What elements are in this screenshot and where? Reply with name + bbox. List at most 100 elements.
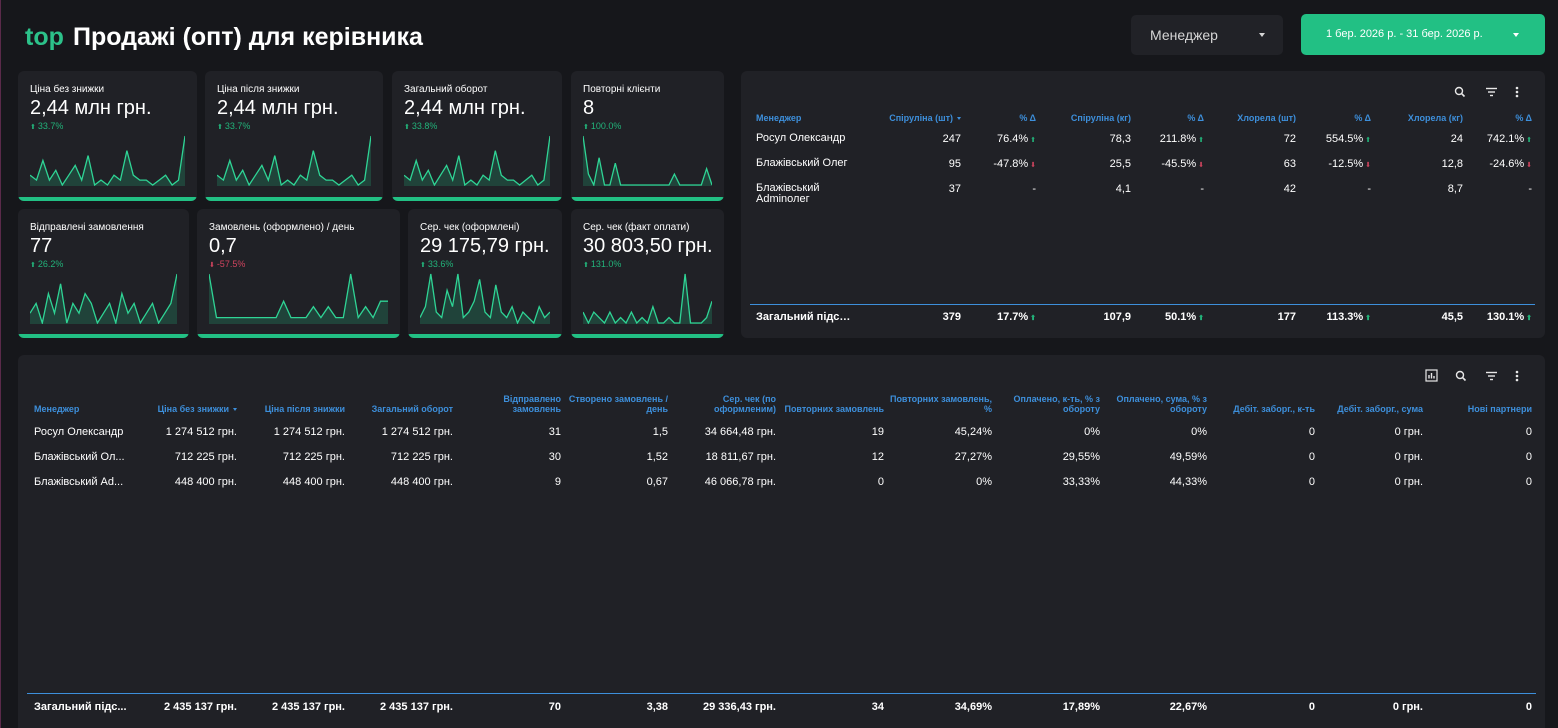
column-header[interactable]: % Δ xyxy=(1515,113,1532,123)
column-header[interactable]: Ціна після знижки xyxy=(264,404,345,414)
sparkline-line xyxy=(404,135,550,186)
kpi-sparkline xyxy=(583,273,712,324)
filter-icon[interactable] xyxy=(1484,370,1498,384)
kpi-card-avg-check-created[interactable]: Сер. чек (оформлені) 29 175,79 грн. ⬆ 33.6… xyxy=(408,209,562,338)
arrow-up-icon: ⬆ xyxy=(1524,137,1532,144)
value-cell: 0 xyxy=(1525,476,1532,488)
kpi-card-orders-per-day[interactable]: Замовлень (оформлено) / день 0,7 ⬇ -57.5% xyxy=(197,209,400,338)
column-header[interactable]: Повторних замовлень xyxy=(784,404,884,414)
value-cell: 24 xyxy=(1450,133,1463,145)
total-value: 0 грн. xyxy=(1392,701,1423,713)
filter-icon[interactable] xyxy=(1484,86,1498,100)
brand-logo: top xyxy=(25,23,64,51)
column-header[interactable]: Менеджер xyxy=(756,113,802,123)
delta-cell: - xyxy=(1463,172,1532,205)
value-cell: 44,33% xyxy=(1169,476,1207,488)
column-header[interactable]: Нові партнери xyxy=(1467,404,1532,414)
column-header[interactable]: Хлорела (кг) xyxy=(1407,113,1463,123)
arrow-up-icon: ⬆ xyxy=(404,124,412,131)
value-cell: 72 xyxy=(1283,133,1296,145)
kpi-accent-bar xyxy=(18,197,197,201)
column-header[interactable]: Оплачено, к-ть, % з обороту xyxy=(1013,394,1100,414)
delta-value: - xyxy=(1200,183,1204,195)
sparkline-line xyxy=(583,273,712,324)
value-cell: 0% xyxy=(1191,426,1207,438)
column-header[interactable]: Хлорела (шт) xyxy=(1237,113,1296,123)
column-header[interactable]: Спіруліна (шт) xyxy=(851,109,961,123)
kpi-title: Сер. чек (оформлені) xyxy=(420,222,520,233)
zoom-icon[interactable] xyxy=(1454,370,1468,384)
table-row[interactable]: Блажівський Adminолег 37 - 4,1 - 42 - 8,7 - xyxy=(756,172,1532,205)
delta-value: 17.7% xyxy=(996,311,1029,323)
column-header[interactable]: % Δ xyxy=(1187,113,1204,123)
column-header[interactable]: Відправлено замовлень xyxy=(503,394,561,414)
value-cell: 1 274 512 грн. xyxy=(273,426,345,438)
column-header[interactable]: Дебіт. заборг., к-ть xyxy=(1233,404,1315,414)
date-range-picker[interactable]: 1 бер. 2026 р. - 31 бер. 2026 р. xyxy=(1301,14,1545,55)
more-vert-icon[interactable] xyxy=(1510,86,1524,100)
manager-select[interactable]: Менеджер xyxy=(1131,15,1283,55)
kpi-value: 8 xyxy=(583,97,595,119)
kpi-card-total-turnover[interactable]: Загальний оборот 2,44 млн грн. ⬆ 33.8% xyxy=(392,71,562,201)
table-row[interactable]: Росул Олександр 247 76.4% ⬆ 78,3 211.8% ⬆ 72 5… xyxy=(756,123,1532,147)
zoom-icon[interactable] xyxy=(1453,86,1467,100)
sparkline-area xyxy=(404,136,550,186)
kpi-card-repeat-clients[interactable]: Повторні клієнти 8 ⬆ 100.0% xyxy=(571,71,724,201)
table-row[interactable]: Блажівський Олег 95 -47.8% ⬇ 25,5 -45.5% ⬇ 63… xyxy=(756,147,1532,172)
arrow-down-icon: ⬇ xyxy=(1028,162,1036,169)
table-row[interactable]: Блажівський Ол... 712 225 грн. 712 225 грн… xyxy=(34,439,1532,464)
date-range-label: 1 бер. 2026 р. - 31 бер. 2026 р. xyxy=(1326,28,1483,40)
value-cell: 25,5 xyxy=(1109,158,1131,170)
kpi-card-avg-check-paid[interactable]: Сер. чек (факт оплати) 30 803,50 грн. ⬆ 13… xyxy=(571,209,724,338)
kpi-accent-bar xyxy=(571,197,724,201)
column-header[interactable]: % Δ xyxy=(1354,113,1371,123)
kpi-title: Замовлень (оформлено) / день xyxy=(209,222,355,233)
arrow-up-icon: ⬆ xyxy=(583,262,591,269)
kpi-card-price-after-discount[interactable]: Ціна після знижки 2,44 млн грн. ⬆ 33.7% xyxy=(205,71,383,201)
value-cell: 4,1 xyxy=(1115,183,1131,195)
chart-export-icon[interactable] xyxy=(1424,369,1438,383)
kpi-sparkline xyxy=(30,135,185,186)
arrow-up-icon: ⬆ xyxy=(1363,137,1371,144)
total-value: 2 435 137 грн. xyxy=(380,701,453,713)
delta-cell: 113.3% ⬆ xyxy=(1296,311,1371,323)
value-cell: 1,5 xyxy=(652,426,668,438)
delta-value: 50.1% xyxy=(1164,311,1197,323)
delta-value: - xyxy=(1528,183,1532,195)
delta-value: 130.1% xyxy=(1486,311,1525,323)
more-vert-icon[interactable] xyxy=(1510,370,1524,384)
column-header[interactable]: Менеджер xyxy=(34,404,80,414)
sparkline-area xyxy=(583,136,712,186)
sparkline-area xyxy=(30,136,185,186)
table-row[interactable]: Росул Олександр 1 274 512 грн. 1 274 512 г… xyxy=(34,414,1532,439)
value-cell: 712 225 грн. xyxy=(390,451,453,463)
column-header[interactable]: Повторних замовлень, % xyxy=(889,394,992,414)
column-header[interactable]: Ціна без знижки xyxy=(134,394,237,414)
value-cell: 177 xyxy=(1277,311,1296,323)
kpi-delta-value: 131.0% xyxy=(590,259,622,269)
column-header[interactable]: Оплачено, сума, % з обороту xyxy=(1116,394,1207,414)
manager-name: Блажівський Олег xyxy=(756,157,848,169)
column-header[interactable]: Загальний оборот xyxy=(371,404,453,414)
column-header[interactable]: % Δ xyxy=(1019,113,1036,123)
kpi-card-price-no-discount[interactable]: Ціна без знижки 2,44 млн грн. ⬆ 33.7% xyxy=(18,71,197,201)
value-cell: 9 xyxy=(554,476,561,488)
kpi-card-shipped-orders[interactable]: Відправлені замовлення 77 ⬆ 26.2% xyxy=(18,209,189,338)
sparkline-area xyxy=(583,274,712,324)
value-cell: 247 xyxy=(942,133,961,145)
kpi-title: Загальний оборот xyxy=(404,84,488,95)
column-header[interactable]: Сер. чек (по оформленим) xyxy=(713,394,776,414)
value-cell: 0 грн. xyxy=(1394,476,1423,488)
kpi-sparkline xyxy=(217,135,371,186)
table-row[interactable]: Блажівський Ad... 448 400 грн. 448 400 грн… xyxy=(34,464,1532,489)
kpi-delta: ⬆ 33.8% xyxy=(404,121,437,131)
kpi-sparkline xyxy=(30,273,177,324)
column-header[interactable]: Спіруліна (кг) xyxy=(1070,113,1131,123)
sparkline-line xyxy=(30,273,177,324)
sparkline-line xyxy=(217,135,371,186)
column-header[interactable]: Створено замовлень / день xyxy=(568,394,668,414)
column-header[interactable]: Дебіт. заборг., сума xyxy=(1337,404,1423,414)
value-cell: 712 225 грн. xyxy=(174,451,237,463)
kpi-delta-value: 100.0% xyxy=(590,121,622,131)
value-cell: 8,7 xyxy=(1447,183,1463,195)
